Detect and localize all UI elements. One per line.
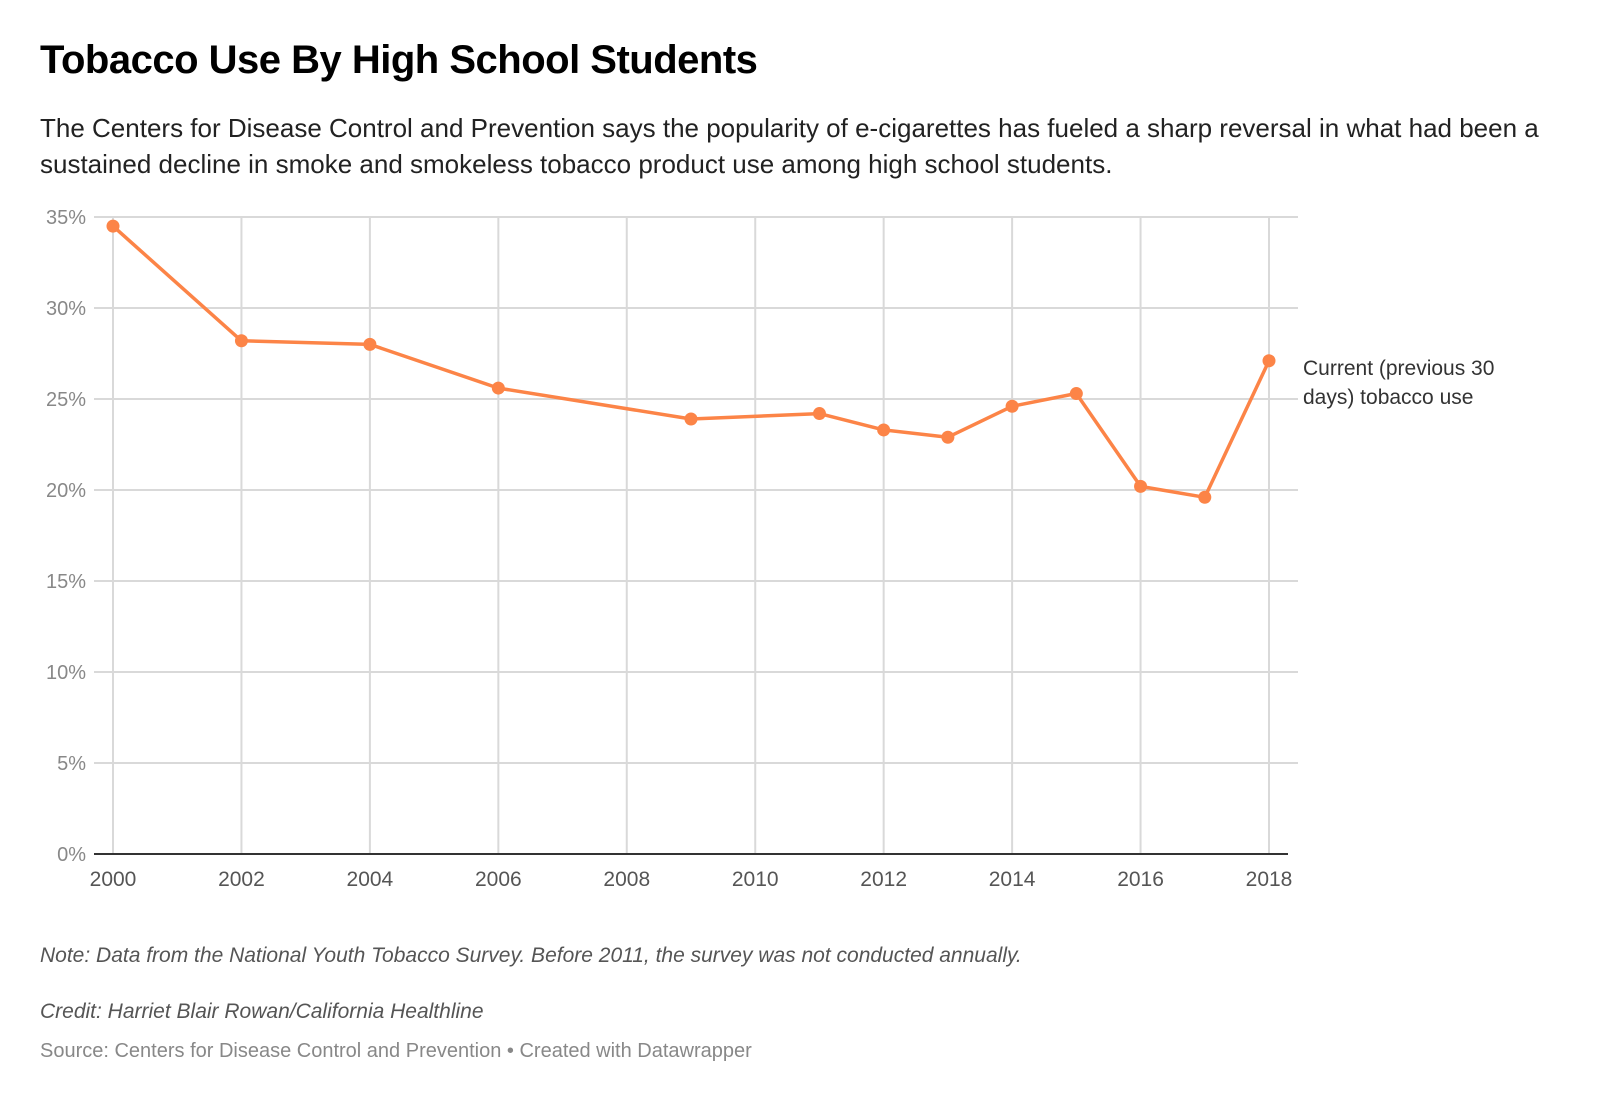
x-tick-label: 2008 [603,868,650,891]
chart-title: Tobacco Use By High School Students [40,38,758,82]
data-point-2018 [1262,354,1276,368]
x-tick-label: 2012 [860,868,907,891]
y-gridlines [94,216,1298,764]
y-tick-label: 25% [46,389,86,411]
x-tick-label: 2006 [475,868,522,891]
data-point-2004 [363,337,377,351]
series-label-line: Current (previous 30 [1303,357,1494,380]
x-tick-label: 2010 [732,868,779,891]
data-point-2011 [812,407,826,421]
x-tick-label: 2016 [1117,868,1164,891]
x-tick-label: 2018 [1246,868,1293,891]
y-tick-label: 0% [57,844,86,866]
data-point-2012 [877,423,891,437]
y-tick-label: 5% [57,753,86,775]
y-axis-ticks: 0% 5% 10% 15% 20% 25% 30% 35% [46,207,86,866]
x-gridlines [112,217,1270,854]
x-tick-label: 2002 [218,868,265,891]
y-tick-label: 20% [46,480,86,502]
data-point-2017 [1198,490,1212,504]
data-point-2006 [491,381,505,395]
x-tick-label: 2004 [347,868,394,891]
data-point-2002 [234,334,248,348]
chart-subtitle: The Centers for Disease Control and Prev… [40,113,1539,179]
y-tick-label: 15% [46,571,86,593]
chart-credit: Credit: Harriet Blair Rowan/California H… [40,1000,484,1023]
x-tick-label: 2000 [90,868,137,891]
y-tick-label: 30% [46,298,86,320]
series-label-line: days) tobacco use [1303,386,1473,409]
chart-source: Source: Centers for Disease Control and … [40,1040,752,1062]
data-point-2016 [1134,479,1148,493]
data-point-2009 [684,412,698,426]
series-label: Current (previous 30 days) tobacco use [1303,357,1494,409]
chart-note: Note: Data from the National Youth Tobac… [40,944,1022,967]
data-point-2013 [941,430,955,444]
y-tick-label: 10% [46,662,86,684]
y-tick-label: 35% [46,207,86,229]
line-chart: 0%5%10%15%20%25%30%35% 2000 2002 2004 2006 2… [46,207,1494,891]
data-point-2000 [106,219,120,233]
data-point-2014 [1005,399,1019,413]
series-line [111,224,1271,500]
x-axis-ticks: 2000 2002 2004 2006 2008 2010 2012 2014 2016 2018 [90,868,1293,891]
series-points [106,219,1276,504]
data-point-2015 [1069,387,1083,401]
x-tick-label: 2014 [989,868,1036,891]
